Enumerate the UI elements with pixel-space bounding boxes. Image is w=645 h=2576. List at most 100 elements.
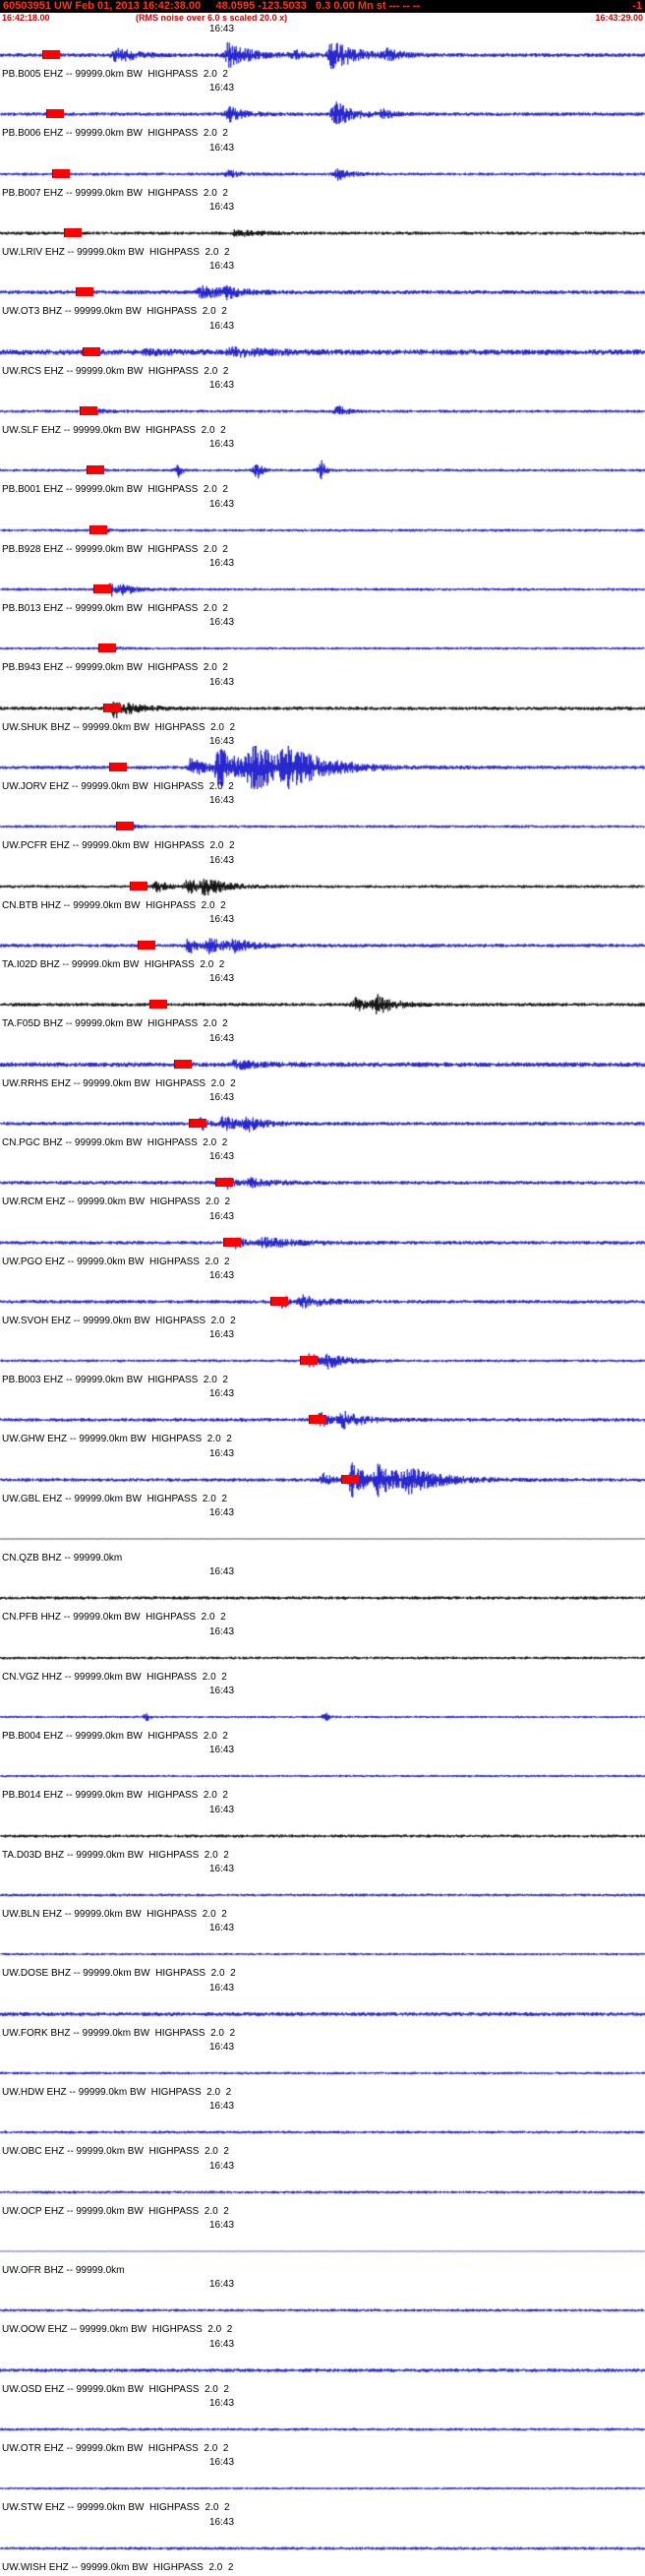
waveform-canvas[interactable] [0, 389, 645, 433]
p-pick-flag[interactable] [76, 287, 93, 297]
p-pick-flag[interactable] [130, 881, 147, 890]
time-tick-label: 16:43 [209, 24, 235, 34]
waveform-canvas[interactable] [0, 1873, 645, 1918]
trace-row-PB.B003: 16:43 PB.B003 EHZ -- 99999.0km BW HIGHPAS… [0, 1329, 645, 1388]
waveform-canvas[interactable] [0, 745, 645, 789]
trace-row-TA.F05D: 16:43 TA.F05D BHZ -- 99999.0km BW HIGHPAS… [0, 973, 645, 1032]
station-label: CN.PFB HHZ -- 99999.0km BW HIGHPASS 2.0 … [2, 1612, 226, 1624]
waveform-canvas[interactable] [0, 1042, 645, 1086]
waveform-canvas[interactable] [0, 1517, 645, 1562]
p-pick-flag[interactable] [215, 1178, 233, 1188]
p-pick-flag[interactable] [116, 822, 134, 831]
station-label: CN.VGZ HHZ -- 99999.0km BW HIGHPASS 2.0 … [2, 1671, 227, 1683]
station-label: UW.SLF EHZ -- 99999.0km BW HIGHPASS 2.0 … [2, 424, 226, 436]
time-tick-label: 16:43 [209, 735, 235, 747]
p-pick-flag[interactable] [80, 405, 97, 415]
time-tick-label: 16:43 [209, 557, 235, 569]
waveform-canvas[interactable] [0, 1161, 645, 1205]
station-label: UW.WISH EHZ -- 99999.0km BW HIGHPASS 2.0… [2, 2561, 234, 2573]
waveform-canvas[interactable] [0, 1754, 645, 1799]
p-pick-flag[interactable] [270, 1296, 288, 1306]
trace-row-PB.B013: 16:43 PB.B013 EHZ -- 99999.0km BW HIGHPAS… [0, 558, 645, 617]
waveform-canvas[interactable] [0, 923, 645, 967]
waveform-canvas[interactable] [0, 2348, 645, 2392]
p-pick-flag[interactable] [52, 168, 70, 178]
station-label: UW.JORV EHZ -- 99999.0km BW HIGHPASS 2.0… [2, 780, 234, 792]
station-label: UW.OTR EHZ -- 99999.0km BW HIGHPASS 2.0 … [2, 2443, 229, 2455]
p-pick-flag[interactable] [300, 1356, 318, 1366]
p-pick-flag[interactable] [64, 227, 82, 237]
time-tick-label: 16:43 [209, 261, 235, 273]
time-tick-label: 16:43 [209, 795, 235, 807]
time-tick-label: 16:43 [209, 1625, 235, 1637]
time-tick-label: 16:43 [209, 320, 235, 332]
waveform-canvas[interactable] [0, 92, 645, 137]
waveform-canvas[interactable] [0, 2111, 645, 2155]
trace-row-UW.OFR: 16:43 UW.OFR BHZ -- 99999.0km [0, 2220, 645, 2279]
waveform-canvas[interactable] [0, 1695, 645, 1740]
waveform-canvas[interactable] [0, 1220, 645, 1264]
trace-row-CN.PFB: 16:43 CN.PFB HHZ -- 99999.0km BW HIGHPASS… [0, 1566, 645, 1625]
p-pick-flag[interactable] [83, 346, 100, 356]
p-pick-flag[interactable] [42, 50, 60, 59]
p-pick-flag[interactable] [341, 1474, 359, 1484]
time-tick-label: 16:43 [209, 1091, 235, 1103]
p-pick-flag[interactable] [109, 762, 127, 771]
trace-row-PB.B004: 16:43 PB.B004 EHZ -- 99999.0km BW HIGHPAS… [0, 1686, 645, 1745]
trace-row-CN.PGC: 16:43 CN.PGC BHZ -- 99999.0km BW HIGHPASS… [0, 1092, 645, 1151]
station-label: TA.D03D BHZ -- 99999.0km BW HIGHPASS 2.0… [2, 1849, 229, 1861]
waveform-canvas[interactable] [0, 1279, 645, 1323]
waveform-canvas[interactable] [0, 1992, 645, 2036]
p-pick-flag[interactable] [138, 940, 155, 950]
waveform-canvas[interactable] [0, 1932, 645, 1977]
trace-row-UW.OSD: 16:43 UW.OSD EHZ -- 99999.0km BW HIGHPASS… [0, 2339, 645, 2398]
time-tick-label: 16:43 [209, 617, 235, 629]
waveform-canvas[interactable] [0, 805, 645, 849]
waveform-canvas[interactable] [0, 983, 645, 1027]
trace-row-CN.QZB: 16:43 CN.QZB BHZ -- 99999.0km [0, 1507, 645, 1566]
waveform-canvas[interactable] [0, 2052, 645, 2096]
station-label: UW.SVOH EHZ -- 99999.0km BW HIGHPASS 2.0… [2, 1315, 236, 1326]
waveform-canvas[interactable] [0, 449, 645, 493]
station-label: CN.PGC BHZ -- 99999.0km BW HIGHPASS 2.0 … [2, 1136, 228, 1148]
p-pick-flag[interactable] [189, 1118, 206, 1128]
p-pick-flag[interactable] [103, 703, 121, 712]
waveform-canvas[interactable] [0, 2230, 645, 2274]
p-pick-flag[interactable] [149, 1000, 167, 1010]
waveform-canvas[interactable] [0, 2467, 645, 2511]
trace-row-UW.FORK: 16:43 UW.FORK BHZ -- 99999.0km BW HIGHPAS… [0, 1983, 645, 2042]
time-tick-label: 16:43 [209, 1447, 235, 1459]
p-pick-flag[interactable] [87, 465, 104, 475]
waveform-canvas[interactable] [0, 330, 645, 374]
station-label: UW.HDW EHZ -- 99999.0km BW HIGHPASS 2.0 … [2, 2087, 232, 2099]
waveform-canvas[interactable] [0, 2526, 645, 2570]
waveform-canvas[interactable] [0, 1576, 645, 1621]
p-pick-flag[interactable] [89, 524, 107, 534]
waveform-canvas[interactable] [0, 2170, 645, 2214]
p-pick-flag[interactable] [98, 644, 116, 653]
waveform-canvas[interactable] [0, 508, 645, 552]
station-label: TA.F05D BHZ -- 99999.0km BW HIGHPASS 2.0… [2, 1018, 228, 1030]
waveform-canvas[interactable] [0, 211, 645, 255]
waveform-canvas[interactable] [0, 1339, 645, 1383]
p-pick-flag[interactable] [93, 583, 111, 593]
trace-row-UW.RCM: 16:43 UW.RCM EHZ -- 99999.0km BW HIGHPASS… [0, 1151, 645, 1210]
waveform-canvas[interactable] [0, 1457, 645, 1502]
waveform-canvas[interactable] [0, 1813, 645, 1858]
p-pick-flag[interactable] [46, 109, 64, 119]
waveform-canvas[interactable] [0, 2289, 645, 2333]
waveform-canvas[interactable] [0, 1635, 645, 1680]
waveform-canvas[interactable] [0, 864, 645, 908]
waveform-canvas[interactable] [0, 2408, 645, 2452]
waveform-canvas[interactable] [0, 271, 645, 315]
p-pick-flag[interactable] [223, 1237, 241, 1247]
time-tick-label: 16:43 [209, 1210, 235, 1222]
time-tick-label: 16:43 [209, 1686, 235, 1697]
waveform-canvas[interactable] [0, 33, 645, 77]
p-pick-flag[interactable] [174, 1059, 192, 1069]
waveform-canvas[interactable] [0, 152, 645, 196]
time-tick-label: 16:43 [209, 1804, 235, 1815]
waveform-canvas[interactable] [0, 1101, 645, 1145]
p-pick-flag[interactable] [309, 1415, 326, 1425]
